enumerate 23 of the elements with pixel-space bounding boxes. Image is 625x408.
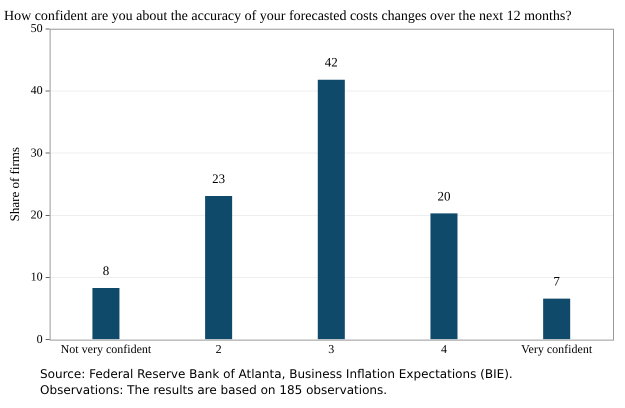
bar (430, 213, 458, 340)
x-tick-label: 3 (328, 342, 334, 356)
data-label: 8 (102, 262, 110, 278)
x-tick-label: 4 (440, 342, 447, 356)
data-label: 7 (553, 273, 560, 288)
y-tick-label: 0 (36, 332, 43, 346)
source-note: Source: Federal Reserve Bank of Atlanta, Business Inflation Expectations (BIE). (40, 366, 513, 382)
bar (92, 288, 120, 340)
x-tick-label: Not very confident (60, 342, 152, 356)
x-tick-label: 2 (216, 342, 222, 356)
y-tick-label: 30 (30, 145, 43, 160)
bar (318, 80, 345, 340)
text: Observations: The results are based on 185 observations. (40, 382, 388, 398)
y-tick-label: 40 (30, 83, 43, 98)
bar (205, 196, 232, 340)
y-axis-title: Share of firms (7, 147, 22, 222)
x-tick-label: Very confident (521, 342, 593, 356)
data-label: 20 (437, 188, 450, 204)
y-tick-label: 10 (30, 270, 43, 284)
data-label: 42 (324, 54, 338, 70)
bar (543, 298, 570, 340)
data-label: 23 (212, 170, 226, 186)
y-tick-label: 20 (30, 207, 43, 222)
